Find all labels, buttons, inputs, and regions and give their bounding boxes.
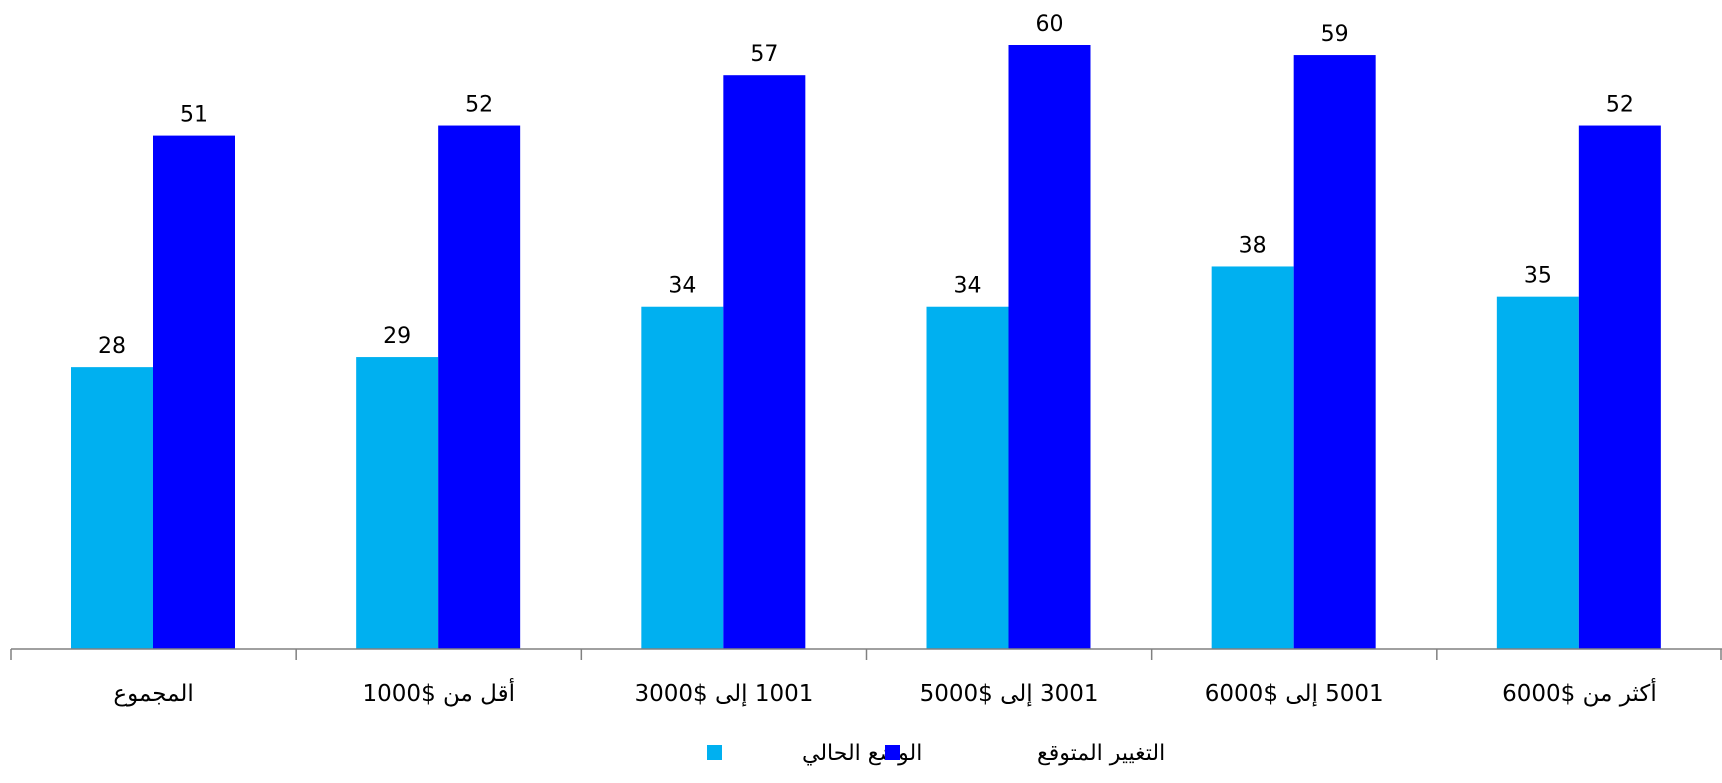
bar-expected-1	[438, 125, 521, 650]
bar-expected-4	[1293, 55, 1376, 650]
value-label: 34	[954, 274, 982, 299]
legend-swatch-current	[707, 745, 722, 760]
value-label: 59	[1321, 22, 1349, 47]
legend-swatch-expected	[885, 745, 900, 760]
value-label: 52	[1606, 93, 1634, 118]
category-label: 5001 إلى $6000	[1205, 681, 1384, 707]
bar-expected-2	[723, 75, 806, 649]
value-label: 35	[1524, 264, 1552, 289]
value-label: 29	[383, 324, 411, 349]
x-axis: المجموع أقل من $1000 1001 إلى $3000 3001 إل…	[10, 648, 1722, 707]
category-label: 1001 إلى $3000	[634, 681, 813, 707]
bar-expected-3	[1008, 45, 1091, 649]
value-label: 60	[1036, 12, 1064, 37]
bar-current-4	[1211, 266, 1294, 649]
bar-current-2	[641, 306, 724, 649]
legend-label-current: الوضع الحالي	[802, 741, 922, 766]
category-label: المجموع	[113, 681, 193, 707]
value-label: 57	[750, 42, 778, 67]
category-label: أكثر من $6000	[1502, 678, 1657, 707]
value-label: 28	[98, 334, 126, 359]
value-label: 52	[465, 93, 493, 118]
value-label: 51	[180, 103, 208, 128]
bar-expected-0	[153, 135, 235, 650]
bar-current-1	[356, 357, 439, 649]
category-label: أقل من $1000	[363, 678, 515, 707]
value-label: 34	[668, 274, 696, 299]
value-label: 38	[1239, 233, 1267, 258]
bars-layer	[71, 45, 1661, 650]
bar-expected-5	[1578, 125, 1661, 650]
bar-current-0	[71, 367, 153, 649]
bar-current-3	[926, 306, 1009, 649]
legend: الوضع الحالي التغيير المتوقع	[707, 741, 1165, 766]
legend-label-expected: التغيير المتوقع	[1037, 741, 1165, 766]
category-label: 3001 إلى $5000	[920, 681, 1099, 707]
value-labels-layer: 28 51 29 52 34 57 34 60 38 59 35 52	[98, 12, 1634, 359]
bar-current-5	[1496, 296, 1579, 649]
